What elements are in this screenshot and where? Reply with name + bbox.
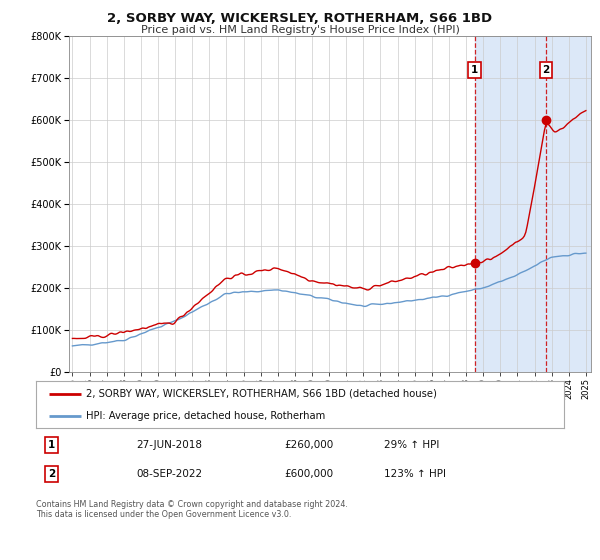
Text: 2: 2 (48, 469, 55, 479)
Text: 2, SORBY WAY, WICKERSLEY, ROTHERHAM, S66 1BD (detached house): 2, SORBY WAY, WICKERSLEY, ROTHERHAM, S66… (86, 389, 437, 399)
Text: £260,000: £260,000 (284, 440, 334, 450)
Text: Price paid vs. HM Land Registry's House Price Index (HPI): Price paid vs. HM Land Registry's House … (140, 25, 460, 35)
Text: 27-JUN-2018: 27-JUN-2018 (136, 440, 202, 450)
Text: £600,000: £600,000 (284, 469, 333, 479)
Text: 1: 1 (48, 440, 55, 450)
Text: This data is licensed under the Open Government Licence v3.0.: This data is licensed under the Open Gov… (36, 510, 292, 519)
Text: 08-SEP-2022: 08-SEP-2022 (136, 469, 202, 479)
Text: Contains HM Land Registry data © Crown copyright and database right 2024.: Contains HM Land Registry data © Crown c… (36, 500, 348, 508)
Text: 123% ↑ HPI: 123% ↑ HPI (385, 469, 446, 479)
Text: 1: 1 (471, 65, 478, 75)
Text: 2, SORBY WAY, WICKERSLEY, ROTHERHAM, S66 1BD: 2, SORBY WAY, WICKERSLEY, ROTHERHAM, S66… (107, 12, 493, 25)
Bar (475, 36, 600, 372)
Text: 29% ↑ HPI: 29% ↑ HPI (385, 440, 440, 450)
Text: HPI: Average price, detached house, Rotherham: HPI: Average price, detached house, Roth… (86, 410, 325, 421)
Text: 2: 2 (542, 65, 550, 75)
